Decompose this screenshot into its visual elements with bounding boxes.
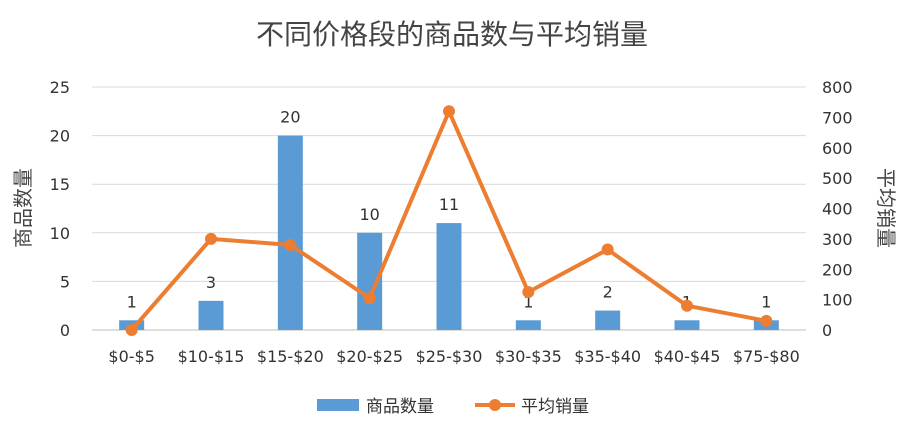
left-tick-label: 15 xyxy=(50,175,70,194)
bar xyxy=(198,300,224,330)
right-axis-ticks: 0 100 200 300 400 500 600 700 800 xyxy=(822,78,853,340)
x-tick-label: $0-$5 xyxy=(108,347,155,366)
bar-data-label: 1 xyxy=(523,292,533,311)
line-point xyxy=(363,292,376,305)
legend-line-marker xyxy=(489,399,501,411)
x-tick-label: $75-$80 xyxy=(733,347,800,366)
right-axis-title: 平均销量 xyxy=(874,168,898,248)
line-point xyxy=(125,324,138,336)
bar-data-label: 3 xyxy=(206,273,216,292)
right-tick-label: 400 xyxy=(822,200,853,219)
x-tick-label: $35-$40 xyxy=(574,347,641,366)
left-axis-title: 商品数量 xyxy=(11,168,35,248)
left-tick-label: 10 xyxy=(50,224,70,243)
right-tick-label: 0 xyxy=(822,321,832,340)
bar-data-label: 1 xyxy=(127,292,137,311)
legend: 商品数量 平均销量 xyxy=(317,397,589,417)
line-point xyxy=(760,314,773,327)
x-tick-label: $25-$30 xyxy=(416,347,483,366)
bar-data-label: 2 xyxy=(603,283,613,302)
left-tick-label: 25 xyxy=(50,78,70,97)
bar xyxy=(436,223,462,330)
right-tick-label: 300 xyxy=(822,230,853,249)
bar xyxy=(674,320,700,330)
bar-series xyxy=(119,135,779,330)
bar-data-label: 20 xyxy=(280,108,300,127)
bar xyxy=(595,310,621,330)
legend-bar-swatch xyxy=(317,399,359,411)
x-tick-label: $40-$45 xyxy=(654,347,721,366)
x-tick-label: $15-$20 xyxy=(257,347,324,366)
bar xyxy=(515,320,541,330)
legend-bar-label: 商品数量 xyxy=(366,397,434,417)
x-axis-ticks: $0-$5 $10-$15 $15-$20 $20-$25 $25-$30 $30-$35… xyxy=(108,347,799,366)
line-point xyxy=(205,232,217,245)
line-point xyxy=(522,286,535,299)
line-point xyxy=(443,105,455,118)
bar-data-label: 1 xyxy=(761,292,771,311)
line-series xyxy=(125,105,773,336)
x-tick-label: $20-$25 xyxy=(336,347,403,366)
left-tick-label: 5 xyxy=(60,272,70,291)
right-tick-label: 600 xyxy=(822,139,853,158)
bar-data-label: 11 xyxy=(439,195,459,214)
bar-data-labels: 132010111211 xyxy=(127,108,772,312)
right-tick-label: 700 xyxy=(822,108,853,127)
line-point xyxy=(601,243,614,256)
legend-line-label: 平均销量 xyxy=(521,397,589,417)
chart-title: 不同价格段的商品数与平均销量 xyxy=(256,18,648,51)
right-tick-label: 500 xyxy=(822,169,853,188)
right-tick-label: 100 xyxy=(822,291,853,310)
bar xyxy=(277,135,303,330)
bar-data-label: 10 xyxy=(359,205,379,224)
left-axis-ticks: 0 5 10 15 20 25 xyxy=(50,78,70,340)
right-tick-label: 800 xyxy=(822,78,853,97)
line-point xyxy=(284,238,297,251)
x-tick-label: $30-$35 xyxy=(495,347,562,366)
line-point xyxy=(681,299,693,312)
left-tick-label: 20 xyxy=(50,127,70,146)
right-tick-label: 200 xyxy=(822,260,853,279)
x-tick-label: $10-$15 xyxy=(178,347,245,366)
left-tick-label: 0 xyxy=(60,321,70,340)
